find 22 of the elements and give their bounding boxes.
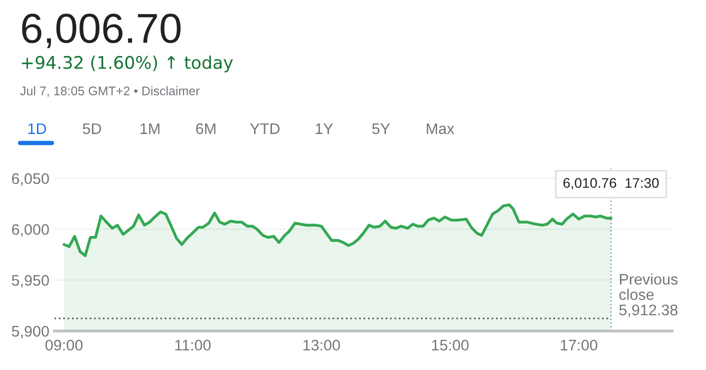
y-tick-label: 6,000 — [12, 224, 49, 237]
x-tick-label: 15:00 — [432, 340, 469, 351]
chart-subtitle: +94.32 (1.60%) ↑ today — [22, 56, 233, 72]
chart-title: 6,006.70 — [22, 14, 181, 48]
text: 1M — [140, 123, 160, 134]
annotation: 6,010.76 17:30 — [563, 178, 659, 190]
text: Jul 7, 18:05 GMT+2 • Disclaimer — [20, 86, 200, 97]
x-tick-label: 17:00 — [560, 340, 598, 351]
y-tick-label: 6,050 — [12, 173, 49, 186]
text: 6M — [196, 123, 216, 134]
text: 1Y — [316, 123, 334, 134]
x-tick-label: 11:00 — [175, 340, 211, 351]
x-tick-label: 09:00 — [45, 340, 83, 351]
y-tick-label: 5,900 — [12, 326, 49, 338]
text: 1D — [28, 123, 46, 134]
text: Max — [426, 123, 454, 134]
x-tick-label: 13:00 — [303, 340, 340, 351]
text: YTD — [250, 123, 280, 134]
ref-line-label: Previous close 5,912.38 — [619, 273, 678, 318]
text: 5Y — [372, 123, 390, 134]
text: 5D — [82, 123, 102, 134]
y-tick-label: 5,950 — [12, 274, 49, 288]
